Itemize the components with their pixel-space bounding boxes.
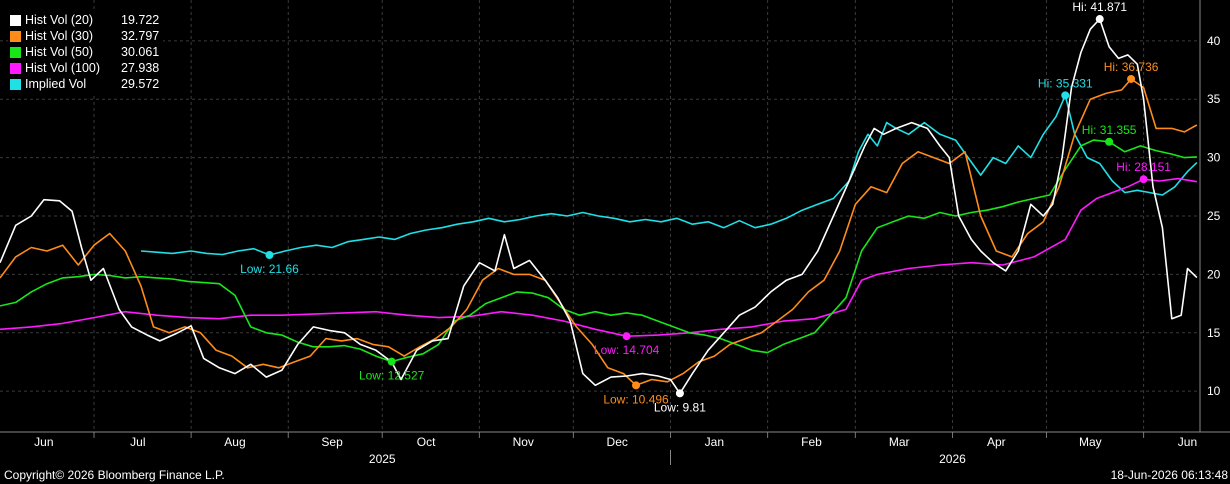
x-tick-label: Jul [130, 435, 145, 449]
annotation-label: Hi: 31.355 [1082, 123, 1137, 137]
legend-swatch [10, 78, 21, 90]
annotation-marker [265, 250, 274, 259]
annotation-label: Low: 21.66 [240, 262, 299, 276]
annotation-marker [1105, 137, 1114, 146]
annotation-marker [675, 389, 684, 398]
legend-value: 29.572 [121, 77, 160, 91]
chart-legend: Hist Vol (20) 19.722 Hist Vol (30) 32.79… [8, 10, 164, 94]
annotation-label: Hi: 35.331 [1038, 76, 1093, 90]
x-tick-label: Jan [705, 435, 724, 449]
annotation-label: Low: 12.527 [359, 369, 425, 383]
legend-value: 30.061 [121, 45, 160, 59]
y-tick-label: 40 [1207, 34, 1221, 48]
annotation-marker [1095, 15, 1104, 24]
legend-label: Hist Vol (50) [25, 45, 94, 59]
y-tick-label: 30 [1207, 151, 1221, 165]
legend-value: 27.938 [121, 61, 160, 75]
annotation-label: Low: 9.81 [654, 400, 706, 414]
y-tick-label: 20 [1207, 267, 1221, 281]
annotation-marker [1061, 91, 1070, 100]
x-tick-label: May [1079, 435, 1102, 449]
x-tick-label: Aug [224, 435, 245, 449]
legend-value: 32.797 [121, 29, 160, 43]
legend-entry-hist-vol-100[interactable]: Hist Vol (100) 27.938 [10, 60, 159, 76]
series-line-implied-vol [140, 94, 1198, 256]
legend-label: Hist Vol (20) [25, 13, 94, 27]
legend-entry-implied-vol[interactable]: Implied Vol 29.572 [10, 76, 159, 92]
x-year-label: 2026 [939, 452, 966, 466]
annotation-marker [1127, 74, 1136, 83]
legend-value: 19.722 [121, 13, 160, 27]
legend-entry-hist-vol-30[interactable]: Hist Vol (30) 32.797 [10, 28, 159, 44]
x-tick-label: Nov [513, 435, 534, 449]
x-tick-label: Dec [607, 435, 628, 449]
x-tick-label: Apr [987, 435, 1006, 449]
x-tick-label: Feb [801, 435, 822, 449]
copyright-text: Copyright© 2026 Bloomberg Finance L.P. [4, 468, 225, 482]
annotation-marker [632, 381, 641, 390]
annotation-label: Hi: 41.871 [1072, 0, 1127, 14]
series-line-hist-vol-50 [0, 139, 1197, 363]
annotation-label: Hi: 36.736 [1104, 60, 1159, 74]
legend-swatch [10, 62, 21, 74]
x-tick-label: Jun [1178, 435, 1197, 449]
legend-label: Hist Vol (30) [25, 29, 94, 43]
annotation-marker [1139, 175, 1148, 184]
annotation-label: Low: 14.704 [594, 343, 660, 357]
annotation-label: Hi: 28.151 [1116, 160, 1171, 174]
x-tick-label: Oct [417, 435, 436, 449]
x-tick-label: Mar [889, 435, 910, 449]
chart-footer: Copyright© 2026 Bloomberg Finance L.P. 1… [0, 466, 1230, 484]
x-tick-label: Jun [34, 435, 53, 449]
y-tick-label: 35 [1207, 92, 1221, 106]
legend-label: Implied Vol [25, 77, 87, 91]
legend-entry-hist-vol-20[interactable]: Hist Vol (20) 19.722 [10, 12, 159, 28]
annotation-marker [622, 332, 631, 341]
legend-swatch [10, 30, 21, 42]
y-tick-label: 15 [1207, 326, 1221, 340]
series-line-hist-vol-30 [0, 78, 1198, 387]
legend-swatch [10, 14, 21, 26]
legend-entry-hist-vol-50[interactable]: Hist Vol (50) 30.061 [10, 44, 159, 60]
x-tick-label: Sep [321, 435, 343, 449]
timestamp-text: 18-Jun-2026 06:13:48 [1110, 468, 1228, 482]
x-year-label: 2025 [369, 452, 396, 466]
y-tick-label: 25 [1207, 209, 1221, 223]
legend-swatch [10, 46, 21, 58]
annotation-label: Low: 10.496 [603, 392, 669, 406]
series-line-hist-vol-100 [0, 177, 1198, 338]
y-tick-label: 10 [1207, 384, 1221, 398]
series-line-hist-vol-20 [0, 18, 1198, 395]
legend-label: Hist Vol (100) [25, 61, 101, 75]
annotation-marker [387, 357, 396, 366]
